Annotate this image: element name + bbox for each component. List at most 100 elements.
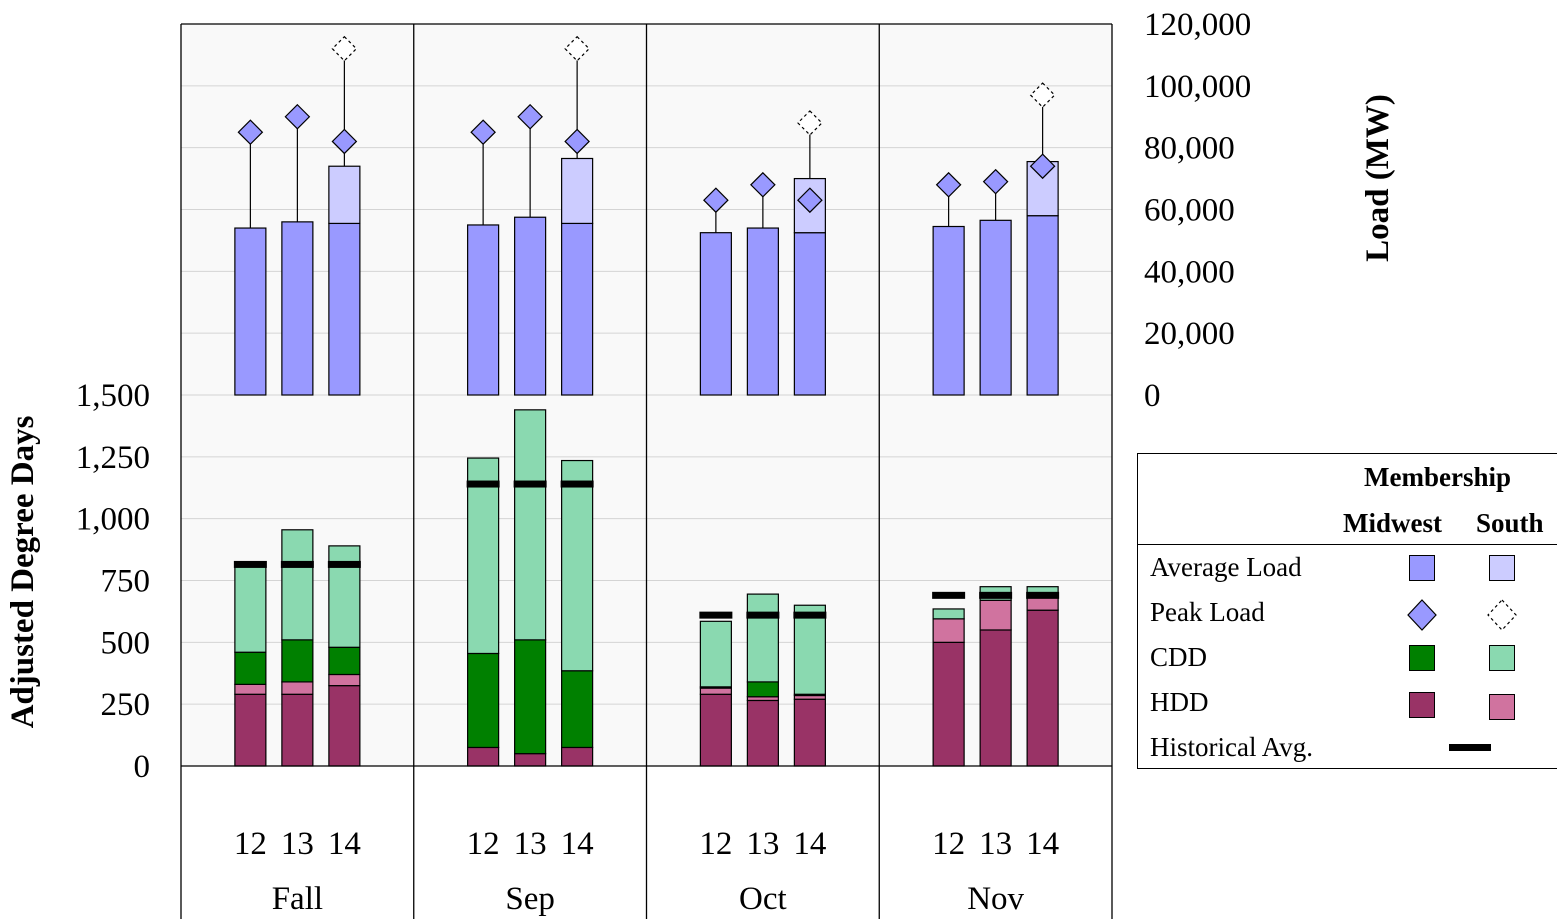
y-right-tick-0: 0 (1144, 378, 1161, 414)
cdd-midwest-oct-13 (746, 681, 779, 698)
x-tick-year-oct-14: 14 (793, 826, 826, 862)
avg-load-midwest-nov-13 (979, 219, 1012, 396)
swatch-historical-avg (1449, 744, 1491, 751)
hdd-south-nov-12 (932, 618, 965, 643)
avg-load-midwest-oct-13 (746, 227, 779, 396)
avg-load-midwest-nov-14 (1026, 215, 1059, 396)
historical-avg-oct-12 (699, 611, 733, 619)
cdd-midwest-fall-12 (234, 651, 267, 685)
cdd-south-sep-13 (514, 409, 547, 641)
hdd-midwest-sep-14 (561, 746, 594, 767)
y-right-tick-2: 40,000 (1144, 254, 1235, 290)
hdd-midwest-oct-13 (746, 699, 779, 767)
cdd-midwest-fall-13 (281, 639, 314, 683)
hdd-midwest-fall-12 (234, 693, 267, 767)
peak-load-midwest-nov-13 (982, 168, 1009, 195)
cdd-midwest-sep-14 (561, 670, 594, 749)
legend-divider (1138, 544, 1557, 545)
swatch-average-load-south (1489, 555, 1515, 581)
avg-load-midwest-sep-12 (467, 224, 500, 396)
x-tick-year-fall-12: 12 (234, 826, 267, 862)
hdd-midwest-nov-12 (932, 641, 965, 767)
cdd-south-oct-13 (746, 593, 779, 683)
y-left-tick-5: 1,250 (76, 440, 150, 476)
historical-avg-fall-13 (280, 560, 314, 568)
peak-load-south-sep-14 (564, 35, 590, 62)
swatch-hdd-south (1489, 694, 1515, 720)
historical-avg-nov-13 (979, 591, 1013, 599)
avg-load-midwest-fall-13 (281, 221, 314, 396)
y-left-tick-4: 1,000 (76, 502, 150, 538)
hdd-midwest-oct-12 (699, 693, 732, 767)
avg-load-south-sep-14 (561, 157, 594, 225)
cdd-south-sep-12 (467, 457, 500, 655)
y-right-tick-1: 20,000 (1144, 316, 1235, 352)
cdd-midwest-fall-14 (328, 646, 361, 676)
cdd-south-fall-13 (281, 529, 314, 641)
x-tick-year-nov-12: 12 (932, 826, 965, 862)
cdd-midwest-sep-13 (514, 639, 547, 755)
legend-label-hdd: HDD (1150, 687, 1209, 717)
legend-label-peak-load: Peak Load (1150, 597, 1265, 627)
swatch-peak-load-midwest (1407, 599, 1437, 631)
plot-frame (180, 23, 1113, 919)
peak-load-midwest-sep-12 (470, 119, 496, 146)
y-right-tick-6: 120,000 (1144, 7, 1251, 43)
peak-load-midwest-nov-12 (935, 171, 962, 198)
legend-column-midwest: Midwest (1343, 508, 1442, 538)
avg-load-midwest-oct-14 (793, 232, 826, 396)
hdd-south-fall-14 (328, 673, 361, 687)
legend-label-historical-avg: Historical Avg. (1150, 732, 1313, 762)
historical-avg-oct-13 (746, 611, 780, 619)
x-tick-group-sep: Sep (505, 881, 555, 917)
x-tick-year-oct-13: 13 (746, 826, 779, 862)
cdd-south-sep-14 (561, 459, 594, 672)
hdd-midwest-fall-13 (281, 693, 314, 767)
cdd-south-oct-14 (793, 604, 826, 695)
peak-load-midwest-sep-13 (517, 103, 543, 130)
avg-load-south-fall-14 (328, 165, 361, 225)
y-left-tick-0: 0 (134, 749, 151, 785)
peak-load-midwest-nov-14 (1029, 153, 1056, 180)
x-tick-year-nov-13: 13 (979, 826, 1012, 862)
y-left-tick-1: 250 (101, 687, 151, 723)
avg-load-midwest-nov-12 (932, 225, 965, 396)
x-tick-group-oct: Oct (739, 881, 787, 917)
hdd-south-fall-13 (281, 681, 314, 695)
historical-avg-sep-13 (513, 480, 547, 488)
y-right-tick-5: 100,000 (1144, 69, 1251, 105)
avg-load-midwest-sep-13 (514, 216, 547, 396)
peak-load-south-fall-14 (331, 35, 358, 62)
peak-load-midwest-sep-14 (564, 128, 590, 155)
x-tick-year-nov-14: 14 (1026, 826, 1059, 862)
hdd-midwest-fall-14 (328, 685, 361, 767)
peak-load-midwest-oct-13 (750, 171, 776, 198)
historical-avg-oct-14 (793, 611, 827, 619)
y-right-tick-4: 80,000 (1144, 131, 1235, 167)
x-tick-year-sep-14: 14 (561, 826, 594, 862)
legend: Membership Midwest South Average Load Pe… (1137, 453, 1557, 769)
hdd-midwest-oct-14 (793, 698, 826, 767)
swatch-cdd-south (1489, 645, 1515, 671)
swatch-average-load-midwest (1409, 555, 1435, 581)
avg-load-midwest-oct-12 (699, 232, 732, 396)
x-tick-group-nov: Nov (967, 881, 1024, 917)
bars-layer (233, 35, 1060, 767)
hdd-midwest-sep-12 (467, 746, 500, 767)
peak-load-midwest-oct-14 (797, 187, 823, 214)
y-right-tick-3: 60,000 (1144, 193, 1235, 229)
historical-avg-sep-14 (560, 480, 594, 488)
y-left-tick-2: 500 (101, 625, 151, 661)
hdd-midwest-sep-13 (514, 753, 547, 767)
swatch-hdd-midwest (1409, 692, 1435, 718)
cdd-south-fall-12 (234, 563, 267, 653)
x-tick-group-fall: Fall (272, 881, 323, 917)
swatch-peak-load-south (1487, 599, 1517, 631)
legend-label-average-load: Average Load (1150, 552, 1302, 582)
historical-avg-nov-12 (932, 591, 966, 599)
peak-load-midwest-fall-13 (284, 103, 311, 130)
hdd-south-fall-12 (234, 683, 267, 695)
cdd-south-oct-12 (699, 620, 732, 688)
historical-avg-nov-14 (1026, 591, 1060, 599)
